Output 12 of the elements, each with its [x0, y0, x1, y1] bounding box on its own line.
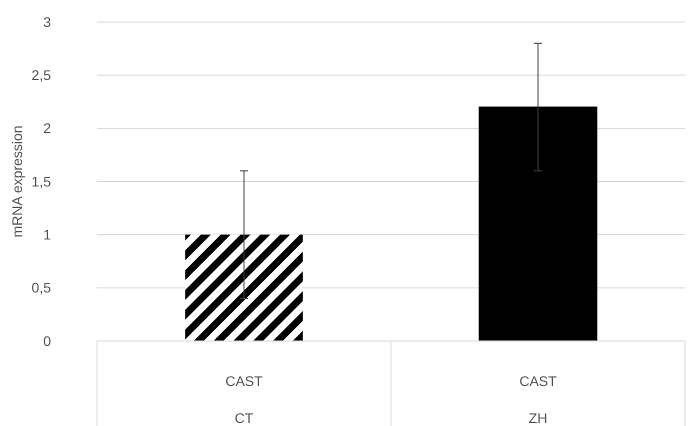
y-tick-label: 2	[43, 120, 52, 136]
y-tick-label: 2,5	[32, 67, 52, 84]
y-tick-label: 1,5	[32, 173, 52, 190]
y-tick-label: 0,5	[32, 280, 52, 296]
y-axis-title: mRNA expression	[8, 125, 25, 238]
text: CT	[234, 410, 254, 426]
y-tick-label: 3	[43, 14, 52, 30]
x-tick-label: CAST	[225, 372, 264, 389]
x-tick-label: CAST	[519, 372, 558, 389]
y-tick-label: 0	[43, 332, 52, 349]
y-tick-label: 1	[43, 226, 52, 243]
text: ZH	[528, 410, 548, 426]
